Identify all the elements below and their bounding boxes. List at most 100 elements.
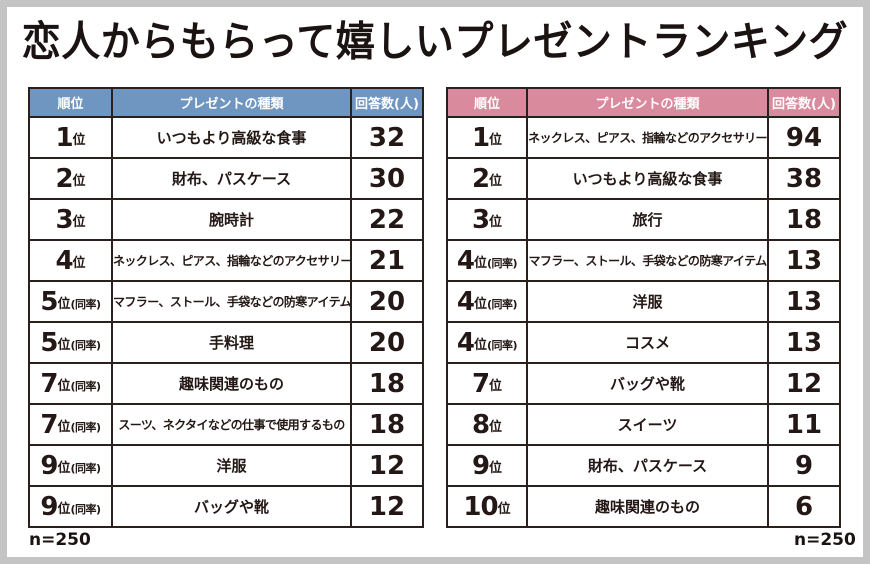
header-rank: 順位 [28, 87, 113, 118]
count-cell: 11 [767, 403, 841, 446]
rank-number: 4 [456, 245, 475, 276]
count-cell: 12 [350, 485, 424, 528]
table-row: 1位 いつもより高級な食事 32 [28, 116, 424, 159]
rank-suffix: 位 [474, 255, 488, 271]
tie-label: (同率) [487, 338, 518, 352]
count-cell: 12 [350, 444, 424, 487]
table-row: 9位(同率) バッグや靴 12 [28, 485, 424, 528]
present-type-cell: マフラー、ストール、手袋などの防寒アイテム [526, 239, 769, 282]
rank-suffix: 位 [72, 214, 86, 230]
rank-cell: 5位(同率) [28, 321, 113, 364]
rank-suffix: 位 [489, 378, 503, 394]
rank-suffix: 位 [57, 378, 71, 394]
present-type-cell: ネックレス、ピアス、指輪などのアクセサリー [111, 239, 352, 282]
present-type-cell: 財布、パスケース [526, 444, 769, 487]
count-cell: 21 [350, 239, 424, 282]
present-type-cell: ネックレス、ピアス、指輪などのアクセサリー [526, 116, 769, 159]
rank-number: 9 [471, 450, 490, 481]
present-type-cell: 手料理 [111, 321, 352, 364]
rank-cell: 4位(同率) [446, 239, 528, 282]
table-row: 4位(同率) コスメ 13 [446, 321, 841, 364]
rank-cell: 4位(同率) [446, 280, 528, 323]
count-cell: 30 [350, 157, 424, 200]
count-cell: 13 [767, 280, 841, 323]
rank-cell: 7位(同率) [28, 362, 113, 405]
count-cell: 12 [767, 362, 841, 405]
rank-cell: 3位 [446, 198, 528, 241]
header-count: 回答数(人) [767, 87, 841, 118]
rank-suffix: 位 [57, 460, 71, 476]
present-type-cell: 趣味関連のもの [111, 362, 352, 405]
table-row: 5位(同率) マフラー、ストール、手袋などの防寒アイテム 20 [28, 280, 424, 323]
rank-cell: 1位 [28, 116, 113, 159]
rank-suffix: 位 [72, 132, 86, 148]
count-cell: 6 [767, 485, 841, 528]
tie-label: (同率) [70, 420, 102, 434]
rank-number: 3 [471, 204, 490, 235]
rank-cell: 8位 [446, 403, 528, 446]
rank-number: 1 [471, 122, 490, 153]
rank-number: 7 [40, 368, 58, 399]
tie-label: (同率) [70, 502, 102, 516]
rank-suffix: 位 [489, 460, 503, 476]
rank-cell: 10位 [446, 485, 528, 528]
rank-number: 8 [471, 409, 490, 440]
count-cell: 9 [767, 444, 841, 487]
present-type-cell: スイーツ [526, 403, 769, 446]
rank-suffix: 位 [474, 337, 488, 353]
table-row: 2位 財布、パスケース 30 [28, 157, 424, 200]
ranking-table-left: 順位 プレゼントの種類 回答数(人) 1位 いつもより高級な食事 32 2位 財布、パス… [28, 87, 424, 528]
count-cell: 20 [350, 321, 424, 364]
tie-label: (同率) [70, 379, 102, 393]
rank-cell: 9位 [446, 444, 528, 487]
table-row: 4位 ネックレス、ピアス、指輪などのアクセサリー 21 [28, 239, 424, 282]
rank-number: 5 [40, 327, 58, 358]
table-row: 7位(同率) 趣味関連のもの 18 [28, 362, 424, 405]
count-cell: 94 [767, 116, 841, 159]
rank-number: 1 [55, 122, 73, 153]
table-header-row: 順位 プレゼントの種類 回答数(人) [28, 87, 424, 118]
rank-suffix: 位 [57, 296, 71, 312]
table-row: 9位(同率) 洋服 12 [28, 444, 424, 487]
rank-suffix: 位 [72, 255, 86, 271]
count-cell: 13 [767, 321, 841, 364]
present-type-cell: 腕時計 [111, 198, 352, 241]
tie-label: (同率) [70, 338, 102, 352]
rank-cell: 4位(同率) [446, 321, 528, 364]
rank-number: 9 [40, 450, 58, 481]
count-cell: 18 [350, 362, 424, 405]
tie-label: (同率) [487, 256, 518, 270]
present-type-cell: 旅行 [526, 198, 769, 241]
rank-suffix: 位 [489, 419, 503, 435]
rank-suffix: 位 [497, 501, 511, 517]
table-row: 4位(同率) マフラー、ストール、手袋などの防寒アイテム 13 [446, 239, 841, 282]
ranking-table-right: 順位 プレゼントの種類 回答数(人) 1 位 ネックレス、ピアス、指輪などのアクセサ… [446, 87, 841, 528]
rank-cell: 5位(同率) [28, 280, 113, 323]
header-rank: 順位 [446, 87, 528, 118]
rank-cell: 4位 [28, 239, 113, 282]
count-cell: 20 [350, 280, 424, 323]
table-header-row: 順位 プレゼントの種類 回答数(人) [446, 87, 841, 118]
present-type-cell: バッグや靴 [526, 362, 769, 405]
rank-suffix: 位 [57, 337, 71, 353]
rank-number: 5 [40, 286, 58, 317]
count-cell: 38 [767, 157, 841, 200]
present-type-cell: スーツ、ネクタイなどの仕事で使用するもの [111, 403, 352, 446]
table-row: 3位 旅行 18 [446, 198, 841, 241]
rank-cell: 7位(同率) [28, 403, 113, 446]
present-type-cell: 趣味関連のもの [526, 485, 769, 528]
rank-number: 7 [40, 409, 58, 440]
present-type-cell: コスメ [526, 321, 769, 364]
count-cell: 22 [350, 198, 424, 241]
rank-cell: 9位(同率) [28, 485, 113, 528]
rank-suffix: 位 [489, 173, 503, 189]
table-row: 4位(同率) 洋服 13 [446, 280, 841, 323]
rank-number: 4 [456, 286, 475, 317]
present-type-cell: マフラー、ストール、手袋などの防寒アイテム [111, 280, 352, 323]
rank-cell: 2位 [446, 157, 528, 200]
rank-suffix: 位 [72, 173, 86, 189]
present-type-cell: 財布、パスケース [111, 157, 352, 200]
rank-number: 10 [463, 491, 498, 522]
tie-label: (同率) [70, 461, 102, 475]
rank-number: 3 [55, 204, 73, 235]
